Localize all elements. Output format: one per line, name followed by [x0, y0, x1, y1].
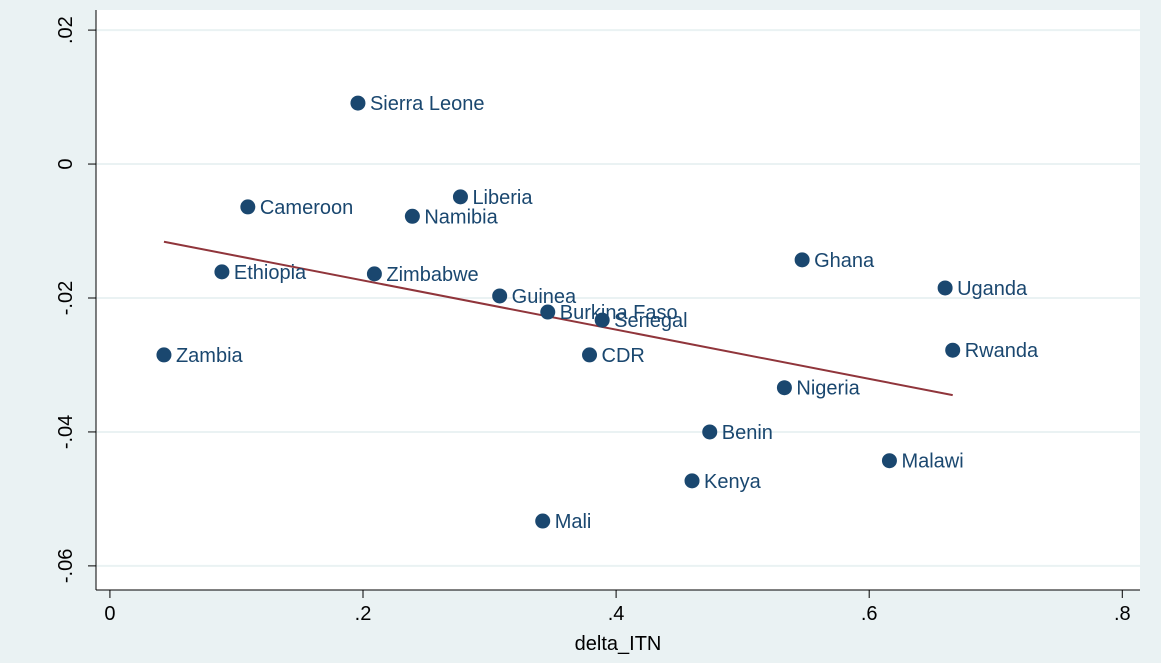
point [240, 199, 256, 215]
point-label: Rwanda [965, 340, 1039, 362]
point-label: Sierra Leone [370, 93, 485, 115]
y-tick-label: 0 [55, 158, 77, 169]
x-tick-label: .8 [1114, 603, 1131, 625]
point-label: Kenya [704, 471, 762, 493]
point [452, 189, 468, 205]
point [404, 208, 420, 224]
point [214, 264, 230, 280]
point-label: Mali [555, 511, 592, 533]
point [366, 266, 382, 282]
point-label: Ethiopia [234, 262, 307, 284]
point [535, 513, 551, 529]
point [540, 304, 556, 320]
x-axis-title: delta_ITN [575, 633, 662, 655]
point-label: Benin [722, 422, 773, 444]
point [881, 453, 897, 469]
y-tick-label: -.06 [55, 549, 77, 583]
point [945, 342, 961, 358]
y-tick-label: -.04 [55, 415, 77, 449]
point [492, 288, 508, 304]
point-label: Zambia [176, 345, 244, 367]
plot-area [96, 10, 1140, 590]
point [937, 280, 953, 296]
point [684, 473, 700, 489]
point [776, 380, 792, 396]
point [350, 95, 366, 111]
point-label: Senegal [614, 310, 687, 332]
x-tick-label: 0 [104, 603, 115, 625]
point-label: Cameroon [260, 197, 353, 219]
point [156, 347, 172, 363]
fit-line [163, 240, 953, 397]
point-label: Liberia [472, 187, 533, 209]
y-tick-label: .02 [55, 16, 77, 44]
point-label: Guinea [512, 286, 577, 308]
point-label: Malawi [901, 451, 963, 473]
point [594, 312, 610, 328]
y-tick-label: -.02 [55, 281, 77, 315]
point [794, 252, 810, 268]
x-tick-label: .4 [608, 603, 625, 625]
x-tick-label: .2 [355, 603, 372, 625]
point-label: Burkina Faso [560, 302, 678, 324]
point [702, 424, 718, 440]
point [582, 347, 598, 363]
point-label: CDR [602, 345, 645, 367]
x-tick-label: .6 [861, 603, 878, 625]
point-label: Zimbabwe [386, 264, 478, 286]
point-label: Nigeria [796, 378, 860, 400]
point-label: Ghana [814, 250, 875, 272]
point-label: Uganda [957, 278, 1028, 300]
point-label: Namibia [424, 206, 498, 228]
